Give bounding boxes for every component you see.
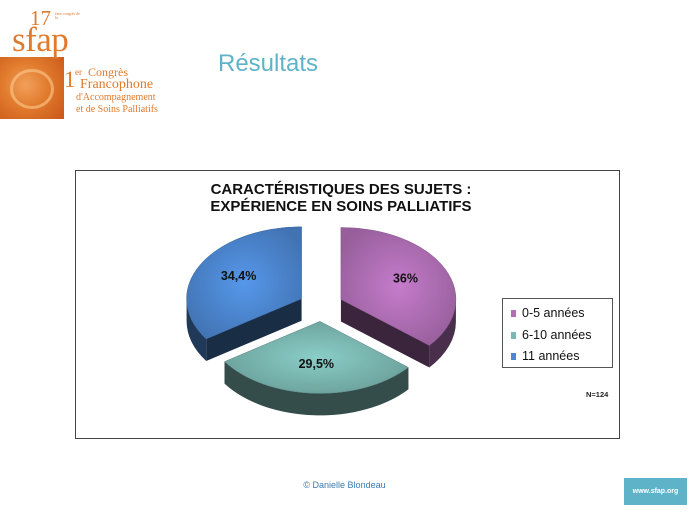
chart-title: CARACTÉRISTIQUES DES SUJETS : EXPÉRIENCE… <box>76 181 606 215</box>
logo-edition-small: ème congrès de la <box>55 11 80 21</box>
logo-line-2: Francophone <box>80 77 154 92</box>
pie-slice-cut-face <box>340 299 430 368</box>
legend-label-11: 11 années <box>522 349 580 363</box>
slide-title: Résultats <box>218 50 319 77</box>
logo-emblem <box>0 57 64 119</box>
legend-swatch-11 <box>511 353 516 361</box>
sfap-logo: 17 ème congrès de la sfap 1 er Congrès F… <box>0 0 175 125</box>
pie-slice-11-ann-es <box>186 226 302 340</box>
chart-frame: CARACTÉRISTIQUES DES SUJETS : EXPÉRIENCE… <box>75 170 620 439</box>
chart-title-line-2: EXPÉRIENCE EN SOINS PALLIATIFS <box>210 198 472 215</box>
chart-legend: 0-5 années 6-10 années 11 années <box>502 298 613 368</box>
logo-line-1: Congrès <box>88 65 128 79</box>
pie-slice-cut-face <box>206 298 302 361</box>
logo-line-3: d'Accompagnement <box>76 92 156 103</box>
pie-slice-6-10-ann-es <box>224 321 409 394</box>
pie-data-label: 36% <box>393 271 418 285</box>
logo-ordinal: 1 <box>64 67 76 92</box>
copyright-footer: © Danielle Blondeau <box>303 480 386 490</box>
pie-slice-side <box>186 298 207 361</box>
sample-size-note: N=124 <box>586 390 609 399</box>
logo-line-4: et de Soins Palliatifs <box>76 104 158 115</box>
pie-chart: 36% 29,5% 34,4% <box>186 226 457 416</box>
legend-item-11: 11 années <box>511 348 579 364</box>
pie-data-label: 34,4% <box>221 269 256 283</box>
website-badge: www.sfap.org <box>624 478 687 505</box>
legend-label-0-5: 0-5 années <box>522 306 585 320</box>
logo-edition: 17 <box>30 6 51 30</box>
legend-swatch-0-5 <box>511 310 516 318</box>
legend-item-0-5: 0-5 années <box>511 305 585 321</box>
pie-slice-side <box>224 361 409 416</box>
legend-label-6-10: 6-10 années <box>522 328 592 342</box>
legend-item-6-10: 6-10 années <box>511 327 592 343</box>
pie-data-label: 29,5% <box>299 357 334 371</box>
pie-slice-0-5-ann-es <box>340 227 457 346</box>
logo-ordinal-suffix: er <box>75 67 82 77</box>
legend-swatch-6-10 <box>511 332 516 340</box>
logo-brand: sfap <box>12 20 69 59</box>
chart-title-line-1: CARACTÉRISTIQUES DES SUJETS : <box>210 181 472 198</box>
